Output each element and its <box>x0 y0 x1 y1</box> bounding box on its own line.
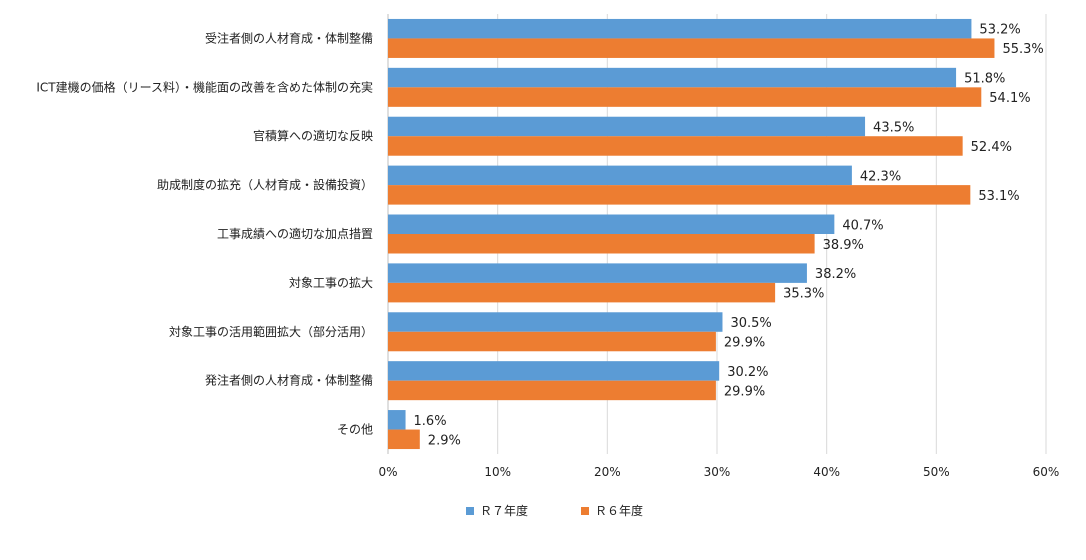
data-label-r6: 55.3% <box>1002 42 1043 57</box>
bar-r6 <box>388 282 776 303</box>
bar-r7 <box>388 67 957 88</box>
bar-r6 <box>388 429 420 450</box>
data-label-r7: 1.6% <box>414 414 447 429</box>
bar-r7 <box>388 214 835 234</box>
bar-r6 <box>388 234 815 254</box>
data-label-r7: 30.5% <box>730 316 771 331</box>
x-tick-label: 0% <box>378 465 397 479</box>
x-tick-label: 10% <box>484 465 511 479</box>
category-labels: 受注者側の人材育成・体制整備 ICT建機の価格（リース料）・機能面の改善を含めた体… <box>36 30 373 436</box>
bar-r6 <box>388 136 963 156</box>
bar-r6 <box>388 185 971 205</box>
legend-swatch-r6 <box>581 507 589 515</box>
category-label: ICT建機の価格（リース料）・機能面の改善を含めた体制の充実 <box>36 79 373 94</box>
legend-label-r7: Ｒ７年度 <box>480 503 528 518</box>
bar-r6 <box>388 380 716 401</box>
x-tick-label: 30% <box>704 465 731 479</box>
data-label-r6: 52.4% <box>971 140 1012 155</box>
bar-r7 <box>388 263 807 283</box>
x-tick-label: 50% <box>923 465 950 479</box>
data-label-r7: 40.7% <box>842 218 883 233</box>
bar-r7 <box>388 361 720 381</box>
data-label-r6: 29.9% <box>724 384 765 399</box>
category-label: 受注者側の人材育成・体制整備 <box>205 30 373 45</box>
x-tick-label: 60% <box>1033 465 1060 479</box>
data-label-r7: 30.2% <box>727 365 768 380</box>
category-label: その他 <box>337 423 373 437</box>
data-label-r7: 43.5% <box>873 120 914 135</box>
category-label: 対象工事の拡大 <box>289 276 373 290</box>
bar-r7 <box>388 18 972 39</box>
legend-swatch-r7 <box>466 507 474 515</box>
data-label-r7: 53.2% <box>979 23 1020 38</box>
data-label-r6: 38.9% <box>823 238 864 253</box>
bar-r7 <box>388 116 866 137</box>
bar-r7 <box>388 312 723 332</box>
category-label: 助成制度の拡充（人材育成・設備投資） <box>157 177 373 192</box>
bar-series <box>388 18 995 450</box>
bar-r6 <box>388 331 716 352</box>
legend-label-r6: Ｒ６年度 <box>595 503 643 518</box>
data-labels: 53.2% 55.3% 51.8% 54.1% 43.5% 52.4% 42.3% 53.1%… <box>414 23 1044 449</box>
category-label: 対象工事の活用範囲拡大（部分活用） <box>169 324 373 339</box>
category-label: 工事成績への適切な加点措置 <box>217 226 373 241</box>
x-tick-label: 40% <box>813 465 840 479</box>
x-tick-label: 20% <box>594 465 621 479</box>
category-label: 官積算への適切な反映 <box>253 128 373 143</box>
data-label-r7: 42.3% <box>860 169 901 184</box>
data-label-r6: 54.1% <box>989 91 1030 106</box>
data-label-r6: 53.1% <box>978 189 1019 204</box>
bar-r7 <box>388 410 406 430</box>
bar-r6 <box>388 38 995 58</box>
legend: Ｒ７年度 Ｒ６年度 <box>466 503 643 518</box>
data-label-r6: 2.9% <box>428 433 461 448</box>
data-label-r7: 51.8% <box>964 72 1005 87</box>
category-label: 発注者側の人材育成・体制整備 <box>205 373 373 388</box>
data-label-r7: 38.2% <box>815 267 856 282</box>
data-label-r6: 35.3% <box>783 287 824 302</box>
bar-r6 <box>388 87 982 107</box>
data-label-r6: 29.9% <box>724 336 765 351</box>
x-axis-ticks: 0% 10% 20% 30% 40% 50% 60% <box>378 465 1059 479</box>
bar-r7 <box>388 165 852 186</box>
